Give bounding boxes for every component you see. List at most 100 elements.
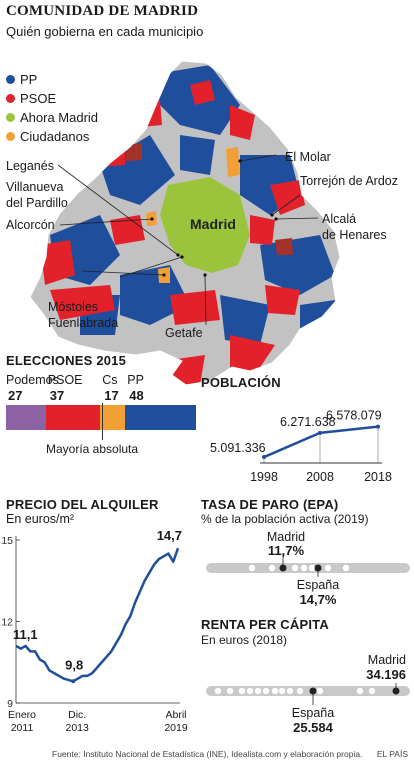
rent-x-label: Abril xyxy=(165,709,186,721)
rent-line xyxy=(15,547,180,683)
legend-dot-icon xyxy=(6,94,15,103)
seat-bar-psoe xyxy=(45,405,101,430)
seat-bar-pp xyxy=(125,405,196,430)
party-name: PSOE xyxy=(47,373,83,387)
paro-region-dot xyxy=(291,564,299,572)
majority-line xyxy=(101,403,103,440)
rent-x-label: Dic. xyxy=(68,709,86,721)
legend-dot-icon xyxy=(6,75,15,84)
party-seats: 48 xyxy=(129,388,144,403)
renta-track xyxy=(206,686,410,696)
rent-x-label: Enero xyxy=(8,709,36,721)
renta-region-dot xyxy=(278,687,286,695)
rent-min-point xyxy=(71,679,76,684)
seat-bar-cs xyxy=(100,405,126,430)
paro-spain-value: 14,7% xyxy=(300,592,337,607)
pop-value-label: 6.271.638 xyxy=(280,415,336,429)
legend-item: Ahora Madrid xyxy=(6,110,98,125)
paro-region-dot xyxy=(324,564,332,572)
paro-region-dot xyxy=(268,564,276,572)
rent-x-label: 2019 xyxy=(164,722,188,734)
label-mostoles: Móstoles xyxy=(48,300,99,314)
footer: Fuente: Instituto Nacional de Estadístic… xyxy=(0,749,408,759)
elections-title: ELECCIONES 2015 xyxy=(6,353,127,368)
rent-y-tick-label: 15 xyxy=(1,535,13,547)
party-seats: 37 xyxy=(49,388,65,403)
renta-region-dot xyxy=(368,687,376,695)
pop-year-label: 2008 xyxy=(306,470,334,484)
renta-region-dot xyxy=(214,687,222,695)
legend-label: Ciudadanos xyxy=(20,129,90,144)
renta-region-dot xyxy=(238,687,246,695)
pop-point xyxy=(262,455,266,460)
pop-year-label: 2018 xyxy=(364,470,392,484)
rent-y-tick-label: 9 xyxy=(7,698,13,710)
renta-region-dot xyxy=(226,687,234,695)
renta-region-dot xyxy=(262,687,270,695)
rent-x-label: 2013 xyxy=(65,722,89,734)
renta-region-dot xyxy=(271,687,279,695)
rent-start-label: 11,1 xyxy=(13,627,38,642)
paro-madrid-label: Madrid xyxy=(267,530,305,544)
rent-end-label: 14,7 xyxy=(157,528,182,543)
municipality-map xyxy=(29,60,341,385)
label-villanueva-2: del Pardillo xyxy=(6,196,68,210)
legend-label: PSOE xyxy=(20,91,57,106)
label-getafe: Getafe xyxy=(165,326,203,340)
paro-track xyxy=(206,563,410,573)
pop-point xyxy=(318,430,322,435)
party-name: PP xyxy=(127,373,144,387)
unemployment-unit: % de la población activa (2019) xyxy=(201,512,369,526)
rent-y-tick-label: 12 xyxy=(1,617,13,629)
label-madrid: Madrid xyxy=(190,216,236,232)
rent-min-label: 9,8 xyxy=(65,657,83,672)
pop-year-label: 1998 xyxy=(250,470,278,484)
legend-label: PP xyxy=(20,72,38,87)
pop-value-label: 5.091.336 xyxy=(210,441,266,455)
paro-region-dot xyxy=(248,564,256,572)
paro-madrid-value: 11,7% xyxy=(268,543,305,558)
party-name: Cs xyxy=(102,373,118,387)
renta-region-dot xyxy=(246,687,254,695)
label-fuenlabrada: Fuenlabrada xyxy=(48,316,119,330)
renta-region-dot xyxy=(254,687,262,695)
renta-region-dot xyxy=(296,687,304,695)
renta-region-dot xyxy=(286,687,294,695)
legend-item: PSOE xyxy=(6,91,56,106)
footer-brand: EL PAÍS xyxy=(376,749,408,759)
renta-region-dot xyxy=(316,687,324,695)
legend-dot-icon xyxy=(6,132,15,141)
label-alcala-1: Alcalá xyxy=(322,212,357,226)
label-torrejon: Torrejón de Ardoz xyxy=(300,174,398,188)
pop-point xyxy=(376,424,380,429)
party-seats: 17 xyxy=(104,388,119,403)
majority-label: Mayoría absoluta xyxy=(46,442,139,456)
paro-region-dot xyxy=(308,564,316,572)
paro-region-dot xyxy=(300,564,308,572)
footer-source: Fuente: Instituto Nacional de Estadístic… xyxy=(52,749,363,759)
paro-region-dot xyxy=(342,564,350,572)
rent-x-label: 2011 xyxy=(11,722,34,734)
income-unit: En euros (2018) xyxy=(201,633,288,647)
legend-dot-icon xyxy=(6,113,15,122)
party-name: Podemos xyxy=(6,373,59,387)
legend-item: Ciudadanos xyxy=(6,129,89,144)
page-subtitle: Quién gobierna en cada municipio xyxy=(6,24,204,39)
label-alcorcon: Alcorcón xyxy=(6,218,55,232)
renta-madrid-value: 34.196 xyxy=(366,667,406,682)
label-leganes: Leganés xyxy=(6,159,54,173)
paro-spain-label: España xyxy=(297,578,339,592)
label-alcala-2: de Henares xyxy=(322,228,387,242)
legend-label: Ahora Madrid xyxy=(20,110,99,125)
legend-item: PP xyxy=(6,72,37,87)
rent-unit: En euros/m² xyxy=(6,512,75,526)
party-seats: 27 xyxy=(8,388,23,403)
renta-spain-label: España xyxy=(292,706,334,720)
renta-madrid-label: Madrid xyxy=(368,653,406,667)
population-title: POBLACIÓN xyxy=(201,375,281,390)
seat-bar-podemos xyxy=(6,405,46,430)
page-title: COMUNIDAD DE MADRID xyxy=(6,3,199,19)
